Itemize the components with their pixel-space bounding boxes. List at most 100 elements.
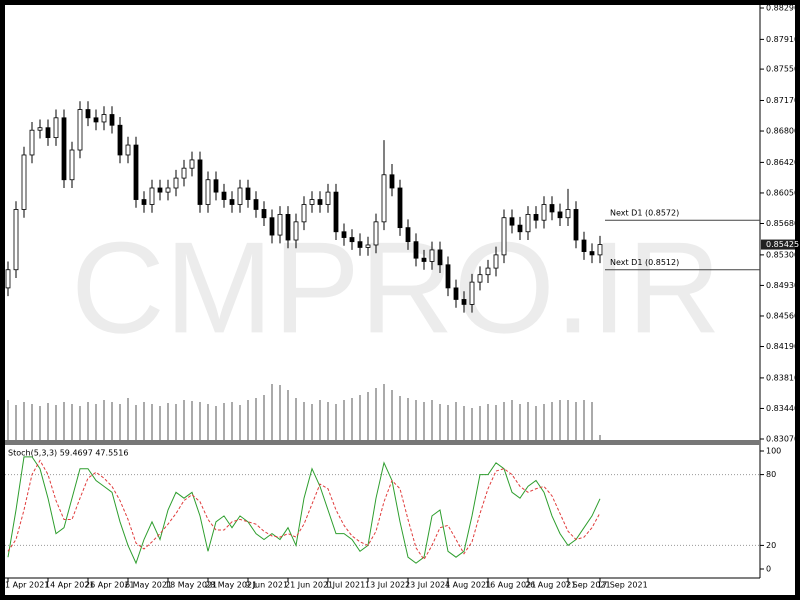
y-tick-label: 20 [766, 541, 776, 550]
candle-body [485, 267, 491, 276]
x-tick-label: 21 Jun 2021 [285, 581, 333, 590]
candle-body [221, 191, 227, 200]
y-tick-label: 0.84560 [766, 311, 799, 320]
candle-body [469, 281, 475, 305]
y-tick-label: 0.83440 [766, 404, 799, 413]
y-tick-label: 0.86420 [766, 158, 799, 167]
candle-body [69, 149, 75, 181]
candle-body [277, 214, 283, 236]
y-tick-label: 100 [766, 447, 781, 456]
candle-body [181, 167, 187, 179]
candle-body [117, 124, 123, 156]
candle-body [269, 217, 275, 236]
candle-body [549, 204, 555, 213]
candle-body [13, 209, 19, 271]
candle-body [333, 191, 339, 233]
y-tick-label: 0.87550 [766, 65, 799, 74]
candle-body [413, 241, 419, 259]
x-tick-label: 6 May 2021 [125, 581, 172, 590]
candle-body [445, 264, 451, 289]
x-tick-label: 7 Sep 2021 [565, 581, 611, 590]
y-tick-label: 0.85300 [766, 250, 799, 259]
candle-body [589, 251, 595, 256]
level-label: Next D1 (0.8512) [610, 258, 679, 267]
y-tick-label: 0.88290 [766, 4, 799, 13]
x-tick-label: 26 Aug 2021 [525, 581, 576, 590]
candle-body [581, 239, 587, 252]
candle-body [197, 159, 203, 205]
candle-body [389, 174, 395, 189]
x-tick-label: 28 May 2021 [205, 581, 257, 590]
candle-body [157, 187, 163, 193]
y-tick-label: 0.84930 [766, 281, 799, 290]
stoch-line [7, 456, 601, 565]
candle-body [21, 154, 27, 210]
candle-body [229, 199, 235, 205]
candle-body [45, 127, 51, 139]
candle-body [61, 117, 67, 181]
candle-body [77, 109, 83, 151]
x-tick-label: 18 May 2021 [165, 581, 217, 590]
candle-body [85, 109, 91, 119]
candle-body [397, 187, 403, 229]
candle-body [149, 187, 155, 205]
candle-body [253, 199, 259, 210]
level-label: Next D1 (0.8572) [610, 209, 679, 218]
y-tick-label: 0 [766, 565, 771, 574]
candle-body [365, 244, 371, 248]
candle-body [37, 127, 43, 131]
x-tick-label: 1 Apr 2021 [5, 581, 49, 590]
candle-body [381, 174, 387, 223]
candle-body [213, 179, 219, 193]
x-tick-label: 9 Jun 2021 [245, 581, 288, 590]
candle-body [301, 204, 307, 223]
candle-body [477, 274, 483, 283]
candle-body [597, 244, 603, 256]
candle-body [525, 214, 531, 233]
candle-body [93, 117, 99, 123]
y-tick-label: 0.84190 [766, 342, 799, 351]
candle-body [141, 199, 147, 205]
candle-body [517, 224, 523, 233]
candle-body [165, 187, 171, 193]
y-tick-label: 0.86800 [766, 127, 799, 136]
candle-body [405, 227, 411, 243]
y-tick-label: 0.83070 [766, 435, 799, 444]
canvas [5, 5, 795, 595]
candle-body [5, 269, 11, 289]
x-tick-label: 26 Apr 2021 [85, 581, 134, 590]
candle-body [421, 257, 427, 262]
candle-body [541, 204, 547, 221]
x-tick-label: 14 Apr 2021 [45, 581, 94, 590]
y-tick-label: 80 [766, 470, 776, 479]
x-tick-label: 4 Aug 2021 [445, 581, 491, 590]
candle-body [557, 211, 563, 219]
candle-body [285, 214, 291, 241]
stoch-line [7, 459, 601, 561]
candle-body [533, 214, 539, 221]
candle-body [437, 249, 443, 266]
candle-body [341, 231, 347, 238]
x-tick-label: 23 Jul 2021 [405, 581, 450, 590]
last-price-label: 0.85425 [766, 240, 799, 249]
x-tick-label: 13 Jul 2021 [365, 581, 410, 590]
y-tick-label: 0.85680 [766, 219, 799, 228]
candle-body [429, 249, 435, 262]
candle-body [573, 209, 579, 241]
candle-body [493, 254, 499, 269]
candle-body [189, 159, 195, 169]
y-tick-label: 0.86050 [766, 188, 799, 197]
indicator-title: Stoch(5,3,3) 59.4697 47.5516 [8, 449, 128, 458]
candle-body [453, 287, 459, 300]
watermark: CMPRO.IR [71, 214, 721, 360]
candle-body [173, 177, 179, 189]
candle-body [349, 237, 355, 243]
candle-body [237, 187, 243, 205]
candle-body [29, 129, 35, 156]
candle-body [205, 179, 211, 205]
candle-body [109, 114, 115, 126]
y-tick-label: 0.87170 [766, 96, 799, 105]
candle-body [309, 199, 315, 205]
candle-body [125, 144, 131, 156]
